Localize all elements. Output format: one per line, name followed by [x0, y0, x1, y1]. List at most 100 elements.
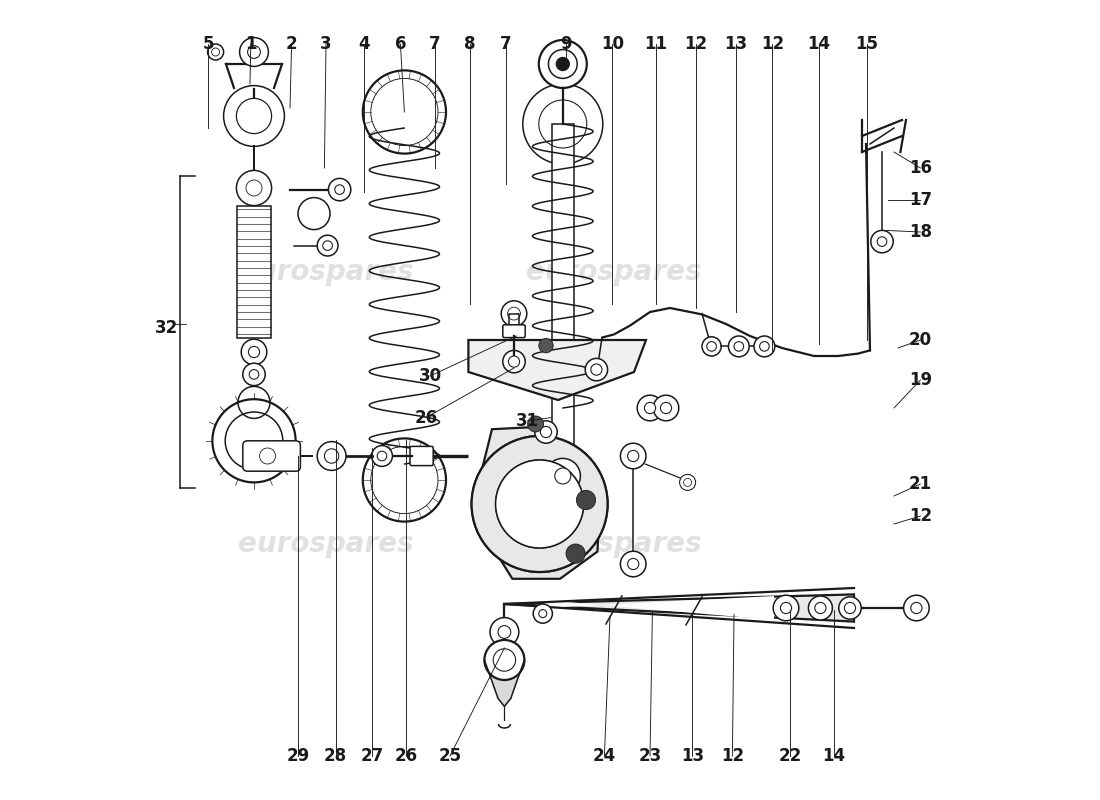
Circle shape — [236, 98, 272, 134]
Text: 12: 12 — [761, 35, 784, 53]
Text: 12: 12 — [684, 35, 707, 53]
Text: 26: 26 — [395, 747, 418, 765]
Text: 9: 9 — [560, 35, 572, 53]
Circle shape — [249, 346, 260, 358]
Circle shape — [490, 618, 519, 646]
Text: 28: 28 — [324, 747, 348, 765]
Circle shape — [773, 595, 799, 621]
Polygon shape — [505, 594, 854, 622]
Text: 25: 25 — [439, 747, 462, 765]
Circle shape — [628, 450, 639, 462]
Circle shape — [324, 449, 339, 463]
Circle shape — [808, 596, 833, 620]
Circle shape — [877, 237, 887, 246]
Circle shape — [557, 58, 569, 70]
Text: 6: 6 — [395, 35, 406, 53]
Text: 26: 26 — [415, 409, 438, 426]
Text: 32: 32 — [154, 319, 177, 337]
Circle shape — [540, 426, 551, 438]
Text: 7: 7 — [500, 35, 512, 53]
Circle shape — [502, 301, 527, 326]
FancyBboxPatch shape — [243, 441, 300, 471]
Polygon shape — [469, 340, 646, 400]
Text: 12: 12 — [909, 507, 932, 525]
Circle shape — [472, 436, 607, 572]
Text: eurospares: eurospares — [239, 530, 414, 558]
Text: 17: 17 — [909, 191, 932, 209]
Circle shape — [528, 416, 543, 432]
Circle shape — [317, 235, 338, 256]
Text: 2: 2 — [286, 35, 297, 53]
Text: 12: 12 — [720, 747, 744, 765]
Circle shape — [472, 436, 607, 572]
Text: eurospares: eurospares — [239, 258, 414, 286]
Circle shape — [539, 40, 586, 88]
Text: 13: 13 — [724, 35, 747, 53]
Circle shape — [238, 386, 270, 418]
Text: 10: 10 — [601, 35, 624, 53]
Circle shape — [585, 358, 607, 381]
Text: eurospares: eurospares — [526, 258, 702, 286]
Circle shape — [576, 490, 595, 510]
Text: 14: 14 — [807, 35, 830, 53]
Circle shape — [554, 468, 571, 484]
Polygon shape — [544, 596, 774, 620]
Circle shape — [620, 551, 646, 577]
Text: 23: 23 — [638, 747, 661, 765]
Circle shape — [508, 356, 519, 367]
Text: 8: 8 — [464, 35, 475, 53]
Circle shape — [911, 602, 922, 614]
Circle shape — [653, 395, 679, 421]
Text: 4: 4 — [359, 35, 371, 53]
Circle shape — [223, 86, 285, 146]
Circle shape — [680, 474, 695, 490]
Text: 1: 1 — [245, 35, 256, 53]
Circle shape — [496, 460, 584, 548]
Text: 22: 22 — [779, 747, 802, 765]
Circle shape — [734, 342, 744, 351]
FancyBboxPatch shape — [503, 325, 525, 338]
Text: 11: 11 — [645, 35, 667, 53]
Circle shape — [535, 421, 558, 443]
Circle shape — [702, 337, 722, 356]
Circle shape — [645, 402, 656, 414]
Bar — [509, 314, 519, 326]
Circle shape — [546, 458, 581, 494]
Circle shape — [620, 443, 646, 469]
Polygon shape — [478, 426, 601, 579]
Circle shape — [683, 478, 692, 486]
Text: 31: 31 — [516, 412, 539, 430]
Circle shape — [628, 558, 639, 570]
Circle shape — [637, 395, 663, 421]
Text: 3: 3 — [320, 35, 332, 53]
Circle shape — [566, 544, 585, 563]
Text: 30: 30 — [418, 367, 441, 385]
Circle shape — [815, 602, 826, 614]
Circle shape — [707, 342, 716, 351]
Circle shape — [243, 363, 265, 386]
Circle shape — [334, 185, 344, 194]
Circle shape — [903, 595, 929, 621]
Circle shape — [754, 336, 774, 357]
Circle shape — [549, 50, 578, 78]
Text: 15: 15 — [856, 35, 878, 53]
Circle shape — [534, 604, 552, 623]
Text: 20: 20 — [909, 331, 932, 349]
Text: 21: 21 — [909, 475, 932, 493]
Polygon shape — [484, 660, 525, 706]
Circle shape — [660, 402, 672, 414]
Circle shape — [503, 350, 525, 373]
Circle shape — [591, 364, 602, 375]
Circle shape — [871, 230, 893, 253]
Text: 19: 19 — [909, 371, 932, 389]
Text: 18: 18 — [909, 223, 932, 241]
Text: 7: 7 — [429, 35, 441, 53]
Text: 24: 24 — [593, 747, 616, 765]
Circle shape — [377, 451, 387, 461]
Circle shape — [236, 170, 272, 206]
Circle shape — [498, 626, 510, 638]
Circle shape — [539, 610, 547, 618]
Circle shape — [240, 38, 268, 66]
Circle shape — [329, 178, 351, 201]
Circle shape — [496, 460, 584, 548]
